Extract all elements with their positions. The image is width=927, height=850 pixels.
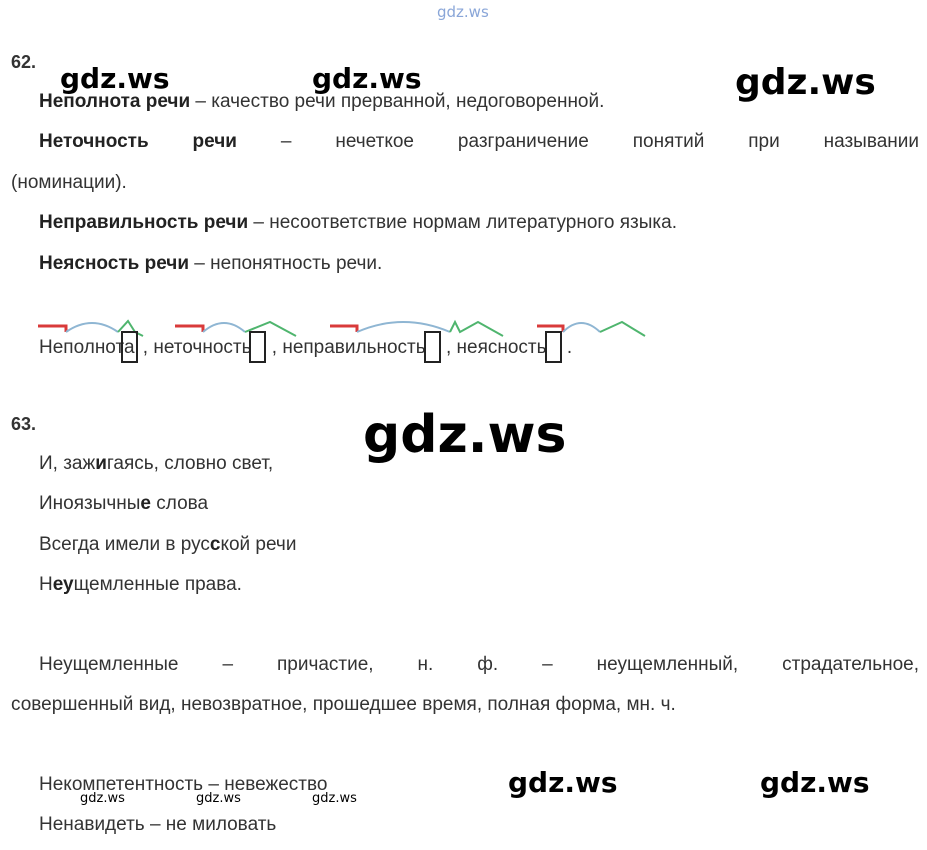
prefix-mark [537, 324, 565, 332]
task-number: 63. [11, 414, 37, 434]
watermark: gdz.ws [508, 766, 618, 799]
definition: Неточность речи – нечеткое разграничение… [39, 131, 919, 152]
prefix-mark [175, 324, 205, 332]
prefix-mark [38, 324, 68, 332]
watermark-top: gdz.ws [437, 3, 489, 21]
word-pair: Ненавидеть – не миловать [39, 814, 277, 835]
analysis-cont: совершенный вид, невозвратное, прошедшее… [11, 694, 676, 715]
morpheme-marks [38, 319, 646, 337]
word-pair: Некомпетентность – невежество [39, 774, 328, 795]
root-mark [202, 322, 246, 333]
poem-line: И, зажигаясь, словно свет, [39, 453, 274, 474]
root-mark [562, 322, 601, 333]
watermark: gdz.ws [312, 791, 357, 806]
suffix-mark [117, 319, 144, 337]
prefix-mark [330, 324, 359, 332]
word-list: Неполнота , неточность , неправильность … [39, 331, 572, 363]
suffix-mark [449, 319, 504, 337]
definition: Неправильность речи – несоответствие нор… [39, 212, 677, 233]
definition: Неполнота речи – качество речи прерванно… [39, 91, 605, 112]
root-mark [356, 321, 451, 333]
watermark: gdz.ws [312, 62, 422, 95]
poem-line: Неущемленные права. [39, 574, 242, 595]
watermark: gdz.ws [196, 791, 241, 806]
definition-cont: (номинации). [11, 172, 127, 193]
suffix-mark [244, 320, 297, 337]
task-number: 62. [11, 52, 37, 72]
watermark: gdz.ws [80, 791, 125, 806]
ending-box [544, 331, 562, 363]
poem-line: Всегда имели в русской речи [39, 534, 297, 555]
poem-line: Иноязычные слова [39, 493, 209, 514]
ending-box [120, 331, 138, 363]
watermark: gdz.ws [735, 62, 876, 103]
root-mark [65, 322, 119, 333]
watermark: gdz.ws [60, 62, 170, 95]
definition: Неясность речи – непонятность речи. [39, 253, 383, 274]
analysis: Неущемленные – причастие, н. ф. – неущем… [39, 654, 920, 675]
watermark: gdz.ws [760, 766, 870, 799]
ending-box [249, 331, 267, 363]
ending-box [423, 331, 441, 363]
suffix-mark [599, 320, 646, 337]
watermark: gdz.ws [363, 405, 567, 465]
